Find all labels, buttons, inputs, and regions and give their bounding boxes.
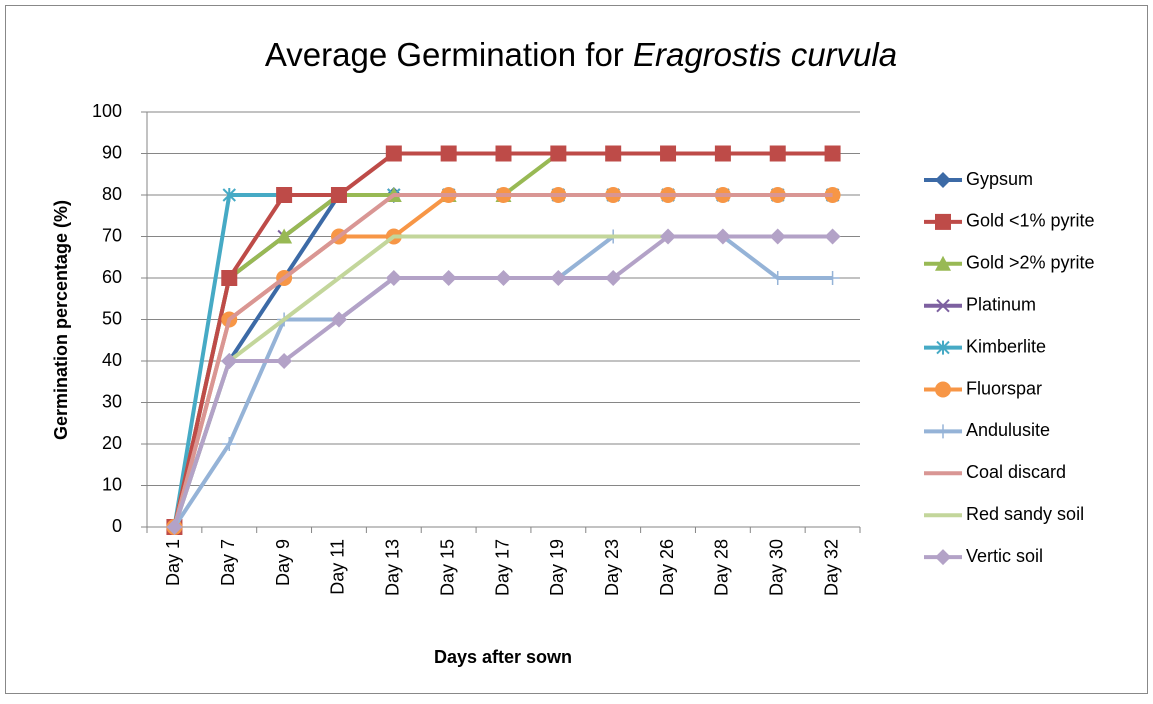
data-point <box>660 145 677 162</box>
data-point <box>221 270 238 286</box>
data-point <box>385 270 402 286</box>
y-tick-label: 70 <box>102 225 122 245</box>
legend-label: Platinum <box>966 294 1036 314</box>
legend-marker <box>935 172 951 188</box>
legend-marker <box>935 255 951 271</box>
y-tick-label: 30 <box>102 391 122 411</box>
legend-label: Kimberlite <box>966 336 1046 356</box>
x-tick-label: Day 15 <box>437 539 457 596</box>
data-point <box>824 145 841 162</box>
legend-marker <box>935 549 951 566</box>
legend-label: Gold >2% pyrite <box>966 253 1095 273</box>
data-point <box>330 187 347 203</box>
title-italic: Eragrostis curvula <box>633 36 897 73</box>
chart-title: Average Germination for Eragrostis curvu… <box>265 36 897 73</box>
data-point <box>769 228 786 245</box>
legend-marker <box>936 424 950 439</box>
data-point <box>550 145 567 162</box>
data-point <box>440 145 457 162</box>
data-point <box>605 270 622 286</box>
x-tick-label: Day 7 <box>218 539 238 586</box>
data-point <box>385 145 402 162</box>
data-point <box>714 228 731 245</box>
y-tick-label: 20 <box>102 433 122 453</box>
x-tick-label: Day 30 <box>766 539 786 596</box>
y-tick-label: 80 <box>102 184 122 204</box>
x-tick-label: Day 26 <box>657 539 677 596</box>
data-point <box>222 437 237 451</box>
x-tick-label: Day 19 <box>547 539 567 596</box>
title-text: Average Germination for <box>265 36 624 73</box>
legend-label: Andulusite <box>966 420 1050 440</box>
y-axis-title: Germination percentage (%) <box>51 200 71 440</box>
data-point <box>605 145 622 162</box>
legend-marker <box>936 340 950 355</box>
data-point <box>714 145 731 162</box>
data-point <box>824 228 841 245</box>
x-tick-label: Day 17 <box>492 539 512 596</box>
y-tick-label: 50 <box>102 308 122 328</box>
data-point <box>495 270 512 286</box>
data-point <box>660 228 677 245</box>
legend-label: Red sandy soil <box>966 504 1084 524</box>
data-point <box>440 270 457 286</box>
legend-label: Fluorspar <box>966 378 1042 398</box>
legend-marker <box>935 213 951 230</box>
x-axis-title: Days after sown <box>434 647 572 667</box>
data-point <box>330 311 347 328</box>
y-tick-label: 40 <box>102 350 122 370</box>
data-point <box>276 228 293 244</box>
series-line <box>172 193 833 528</box>
data-point <box>550 270 567 286</box>
y-tick-label: 90 <box>102 142 122 162</box>
legend-marker <box>935 381 951 398</box>
y-tick-label: 0 <box>112 516 122 536</box>
data-point <box>166 519 183 535</box>
legend-label: Gold <1% pyrite <box>966 211 1095 231</box>
legend-marker <box>936 298 950 313</box>
legend-label: Coal discard <box>966 462 1066 482</box>
data-point <box>276 187 293 203</box>
legend-label: Vertic soil <box>966 546 1043 566</box>
data-point <box>222 188 236 202</box>
data-point <box>495 145 512 162</box>
legend-label: Gypsum <box>966 169 1033 189</box>
data-point <box>276 353 293 369</box>
x-tick-label: Day 32 <box>821 539 841 596</box>
y-tick-label: 10 <box>102 474 122 494</box>
x-tick-label: Day 11 <box>328 539 348 595</box>
data-point <box>825 271 840 285</box>
y-tick-label: 100 <box>92 101 122 121</box>
x-tick-label: Day 1 <box>163 539 183 586</box>
x-tick-label: Day 9 <box>273 539 293 586</box>
data-point <box>769 145 786 162</box>
x-tick-label: Day 13 <box>383 539 403 596</box>
data-point <box>770 271 785 285</box>
x-tick-label: Day 23 <box>602 539 622 596</box>
data-point <box>221 353 238 369</box>
y-tick-label: 60 <box>102 267 122 287</box>
x-tick-label: Day 28 <box>712 539 732 596</box>
